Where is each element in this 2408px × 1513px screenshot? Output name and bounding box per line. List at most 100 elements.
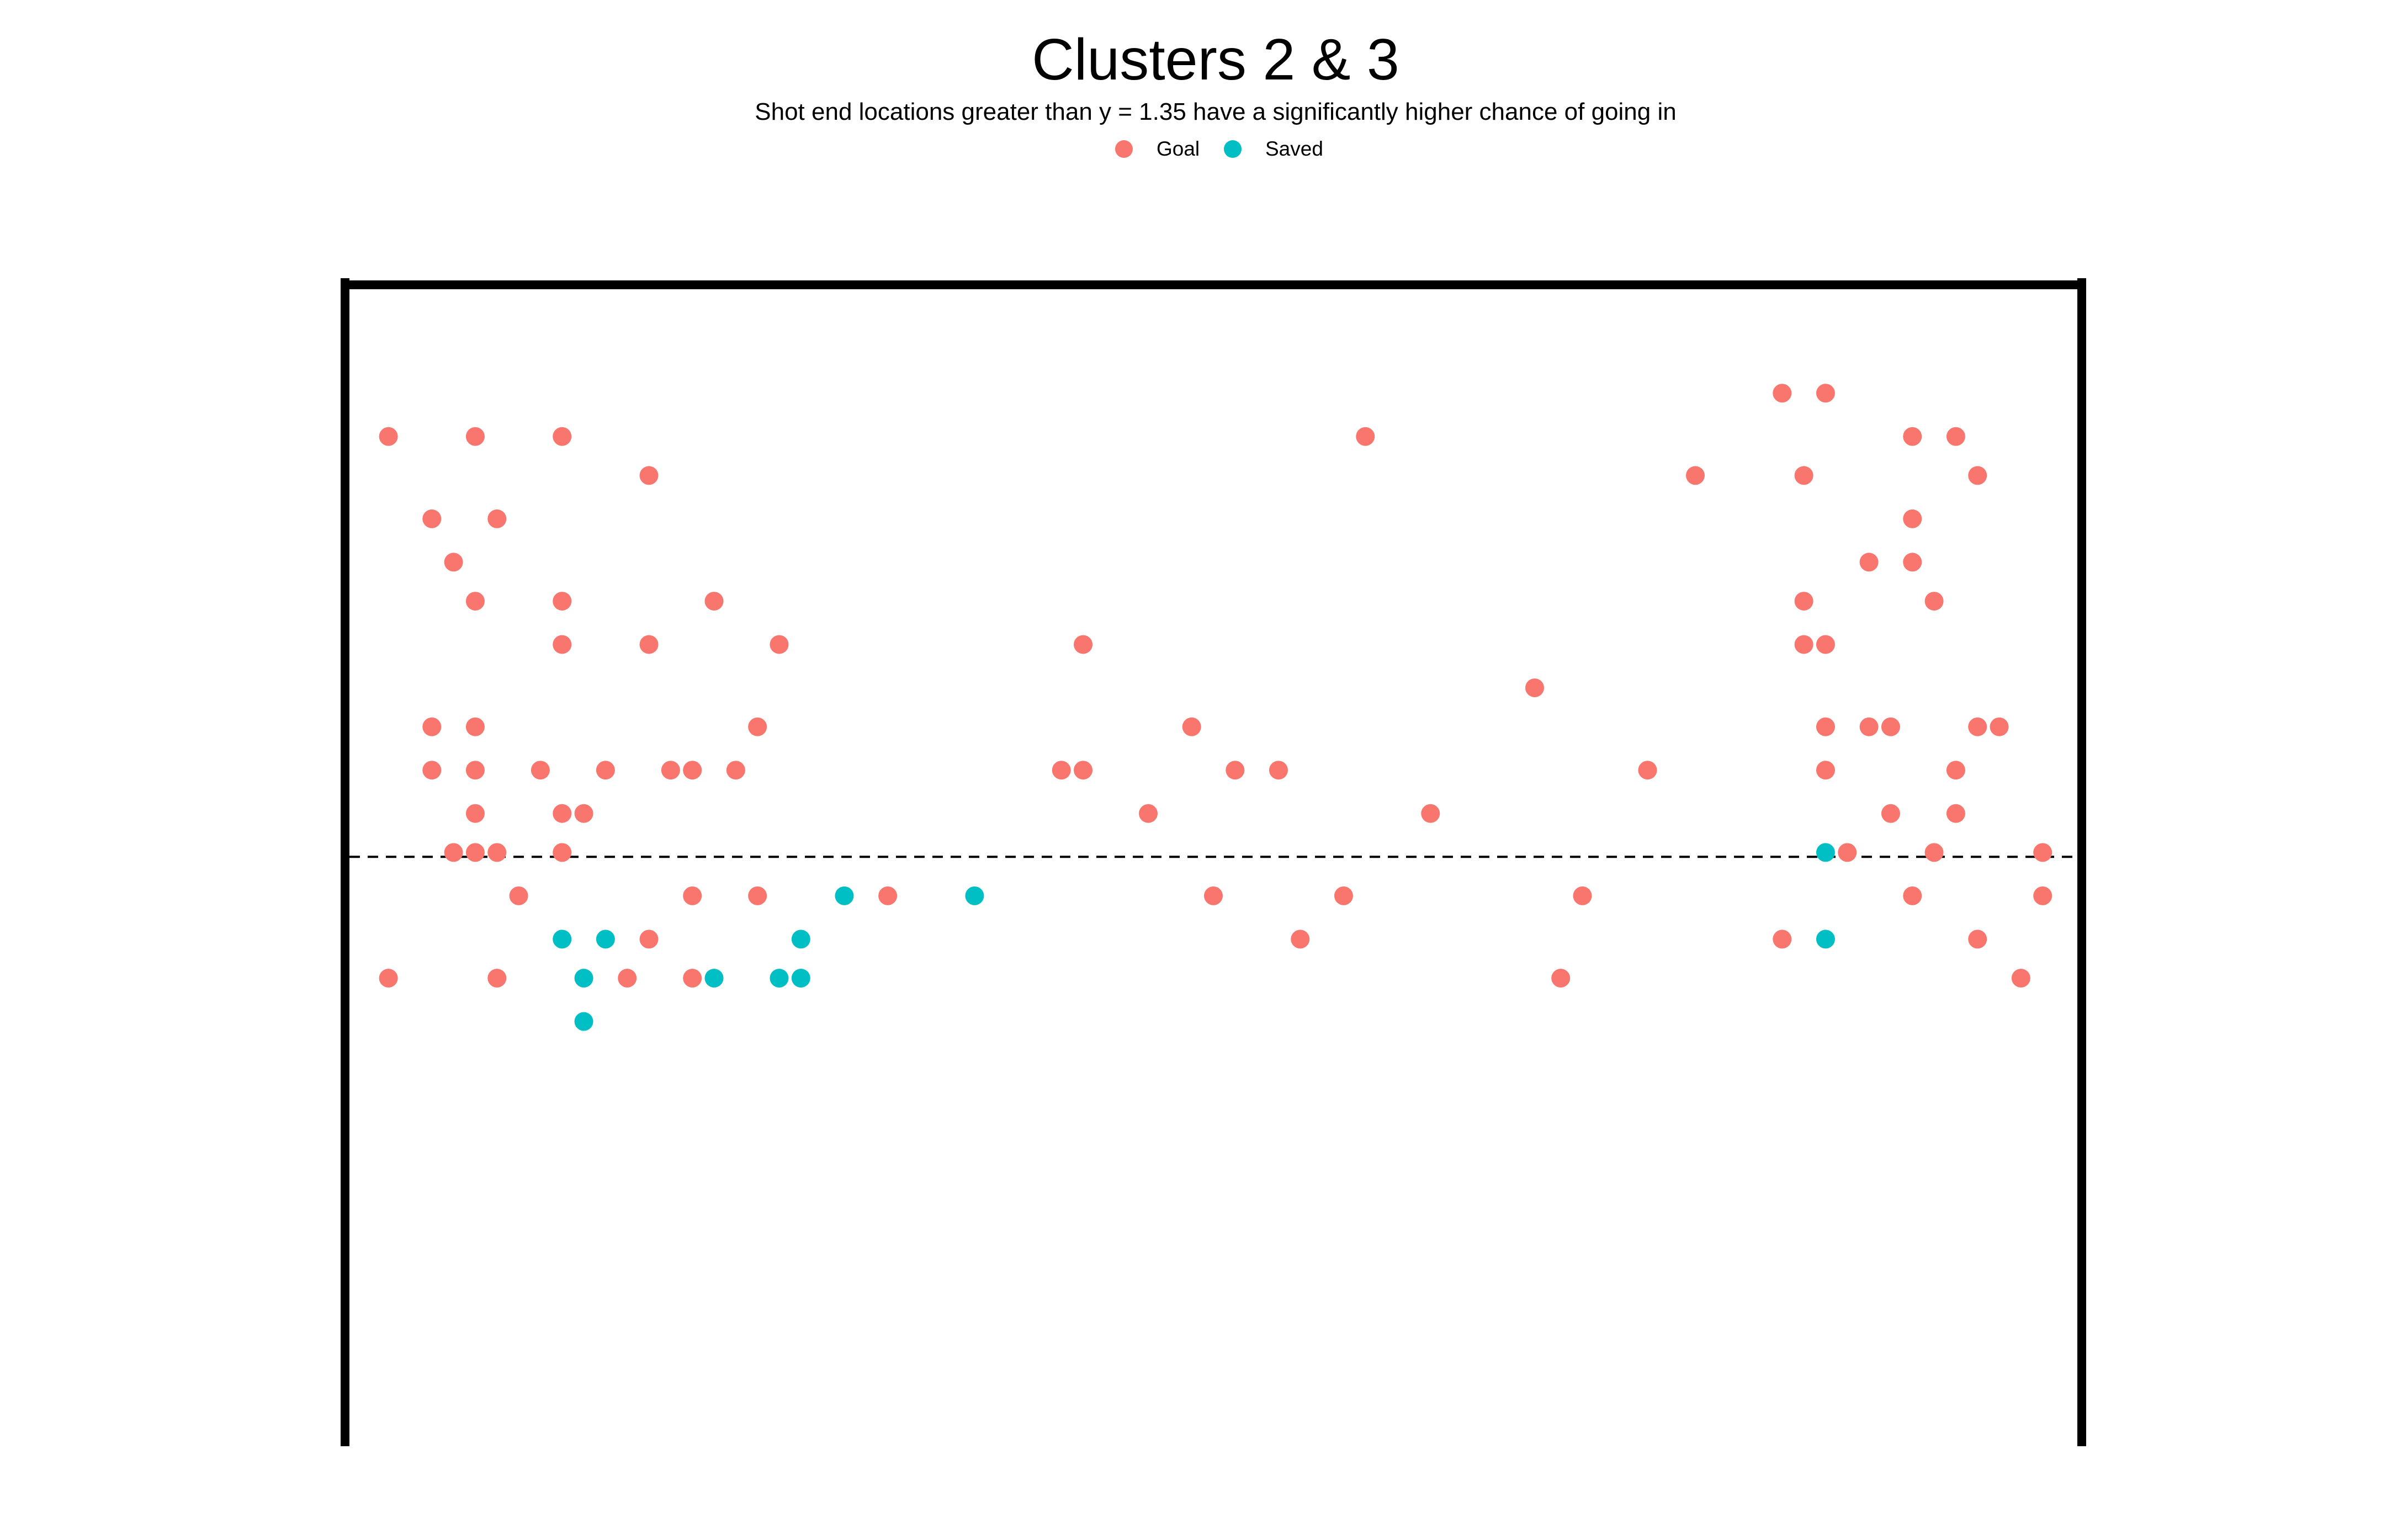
point-goal [574, 804, 593, 823]
point-goal [422, 761, 442, 780]
point-saved [770, 969, 789, 988]
point-goal [509, 886, 528, 905]
point-goal [1139, 804, 1158, 823]
data-points [379, 384, 2052, 1031]
point-saved [835, 886, 854, 905]
point-goal [487, 509, 507, 528]
point-goal [1773, 930, 1792, 949]
point-goal [1838, 843, 1857, 862]
point-goal [1794, 466, 1813, 485]
point-goal [422, 717, 442, 736]
point-goal [553, 592, 572, 611]
point-saved [704, 969, 724, 988]
point-goal [1816, 635, 1835, 654]
point-goal [770, 635, 789, 654]
point-goal [1525, 678, 1545, 698]
point-goal [1968, 930, 1987, 949]
point-goal [444, 553, 463, 572]
point-goal [379, 427, 398, 446]
point-goal [465, 717, 485, 736]
point-goal [1334, 886, 1353, 905]
point-goal [1946, 804, 1965, 823]
point-goal [465, 843, 485, 862]
point-goal [553, 804, 572, 823]
point-goal [1816, 761, 1835, 780]
point-goal [726, 761, 745, 780]
legend: Goal Saved [1115, 137, 1323, 160]
point-goal [1773, 384, 1792, 403]
point-goal [2011, 969, 2030, 988]
point-goal [531, 761, 550, 780]
point-goal [1291, 930, 1310, 949]
point-goal [1903, 509, 1922, 528]
chart-title: Clusters 2 & 3 [1032, 27, 1399, 92]
legend-label-saved: Saved [1265, 137, 1323, 160]
point-saved [596, 930, 615, 949]
point-goal [1924, 843, 1944, 862]
point-goal [379, 969, 398, 988]
point-saved [791, 930, 810, 949]
point-goal [683, 969, 702, 988]
point-saved [553, 930, 572, 949]
point-goal [2033, 886, 2052, 905]
point-goal [1551, 969, 1571, 988]
point-goal [1686, 466, 1705, 485]
point-goal [748, 717, 767, 736]
point-goal [1204, 886, 1223, 905]
point-goal [1794, 592, 1813, 611]
point-goal [596, 761, 615, 780]
chart-subtitle: Shot end locations greater than y = 1.35… [755, 98, 1676, 125]
legend-marker-saved [1224, 140, 1242, 158]
point-goal [1946, 761, 1965, 780]
point-goal [1074, 761, 1093, 780]
point-goal [1903, 427, 1922, 446]
point-goal [444, 843, 463, 862]
legend-marker-goal [1115, 140, 1133, 158]
point-goal [1903, 886, 1922, 905]
point-goal [1421, 804, 1440, 823]
point-goal [1903, 553, 1922, 572]
point-goal [487, 969, 507, 988]
point-goal [1881, 717, 1900, 736]
point-goal [618, 969, 637, 988]
point-goal [1968, 717, 1987, 736]
point-goal [704, 592, 724, 611]
point-goal [465, 427, 485, 446]
point-goal [1946, 427, 1965, 446]
point-goal [1990, 717, 2009, 736]
point-goal [465, 592, 485, 611]
point-goal [1573, 886, 1592, 905]
point-goal [1816, 717, 1835, 736]
point-goal [748, 886, 767, 905]
point-goal [1859, 553, 1879, 572]
point-goal [1881, 804, 1900, 823]
point-goal [1269, 761, 1288, 780]
point-goal [639, 930, 659, 949]
point-goal [1924, 592, 1944, 611]
point-goal [878, 886, 898, 905]
point-goal [639, 466, 659, 485]
point-goal [465, 761, 485, 780]
point-goal [1816, 384, 1835, 403]
point-goal [553, 635, 572, 654]
point-saved [574, 969, 593, 988]
point-goal [1794, 635, 1813, 654]
point-goal [1356, 427, 1375, 446]
point-saved [1816, 930, 1835, 949]
point-goal [553, 427, 572, 446]
legend-label-goal: Goal [1157, 137, 1200, 160]
point-goal [553, 843, 572, 862]
point-goal [1052, 761, 1071, 780]
point-goal [487, 843, 507, 862]
goal-frame [341, 278, 2086, 1446]
point-goal [2033, 843, 2052, 862]
point-saved [574, 1012, 593, 1031]
point-goal [1968, 466, 1987, 485]
point-goal [1638, 761, 1657, 780]
point-goal [1182, 717, 1201, 736]
point-goal [661, 761, 680, 780]
point-goal [1074, 635, 1093, 654]
point-saved [1816, 843, 1835, 862]
point-goal [465, 804, 485, 823]
